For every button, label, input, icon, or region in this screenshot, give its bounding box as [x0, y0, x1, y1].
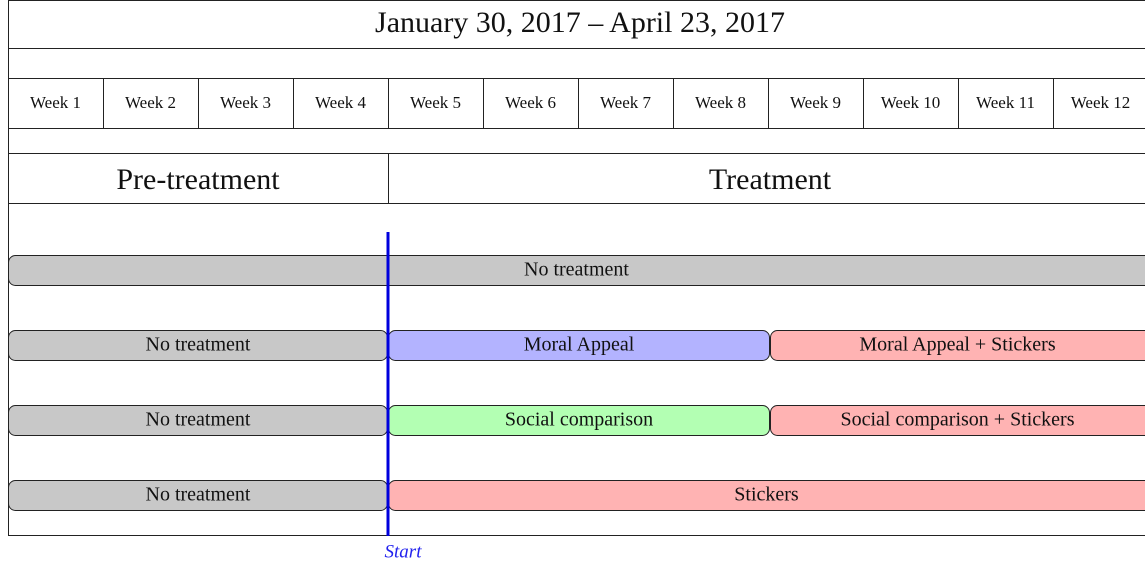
week-label: Week 4: [315, 93, 367, 112]
week-label: Week 7: [600, 93, 652, 112]
segment-label: Moral Appeal: [524, 334, 635, 356]
segment-bar: [770, 405, 1145, 436]
week-label: Week 1: [30, 93, 81, 112]
week-label: Week 8: [695, 93, 746, 112]
week-label: Week 2: [125, 93, 176, 112]
start-label: Start: [385, 541, 423, 562]
phase-label: Treatment: [709, 163, 832, 196]
week-row: Week 1 Week 2 Week 3 Week 4 Week 5 Week 6 Week…: [8, 78, 1131, 128]
segment-label: No treatment: [146, 334, 251, 356]
segment-label: Moral Appeal + Stickers: [859, 334, 1055, 356]
week-label: Week 12: [1071, 93, 1131, 112]
segment-bar: [770, 330, 1145, 361]
title: January 30, 2017 – April 23, 2017: [375, 6, 785, 39]
segment-label: Social comparison + Stickers: [840, 409, 1074, 431]
segment-bar: [8, 255, 1145, 286]
segment-label: No treatment: [146, 409, 251, 431]
segment-label: Social comparison: [505, 409, 653, 431]
week-label: Week 10: [881, 93, 941, 112]
week-label: Week 11: [976, 93, 1035, 112]
segment-label: No treatment: [524, 259, 629, 281]
segment-label: No treatment: [146, 484, 251, 506]
phase-label: Pre-treatment: [116, 163, 280, 196]
week-label: Week 9: [790, 93, 841, 112]
segment-label: Stickers: [734, 484, 799, 506]
treatment-rows: No treatment No treatment Moral Appeal Mora…: [8, 255, 1145, 511]
week-label: Week 3: [220, 93, 271, 112]
week-label: Week 5: [410, 93, 461, 112]
phase-row: Pre-treatment Treatment: [8, 153, 832, 203]
week-label: Week 6: [505, 93, 556, 112]
